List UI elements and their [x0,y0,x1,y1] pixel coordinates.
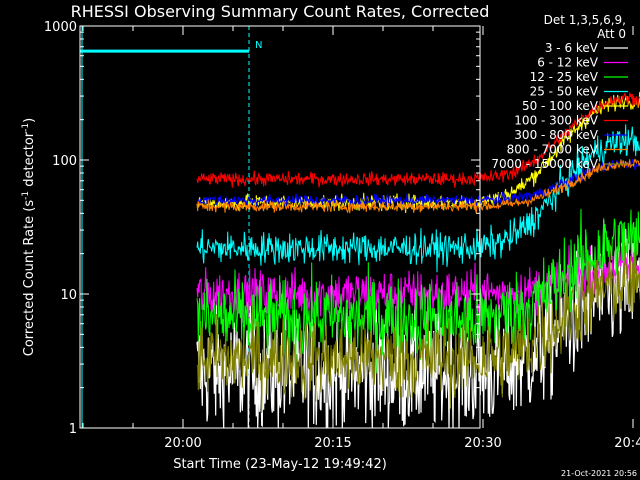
x-tick-label-2: 20:15 [314,436,351,451]
series-line-8 [196,158,640,214]
legend-label-7: 300 - 800 keV [514,128,598,142]
plot-frame [79,25,481,429]
legend-label-6: 100 - 300 keV [514,114,598,128]
x-axis-label: Start Time (23-May-12 19:49:42) [173,457,387,472]
y-axis-label: Corrected Count Rate (s-1 detector-1) [21,118,37,356]
y-tick-label-3: 100 [52,154,77,169]
legend-header-detectors: Det 1,3,5,6,9, [544,13,626,27]
x-tick-label-1: 20:00 [164,436,201,451]
legend-label-1: 3 - 6 keV [545,41,599,55]
x-tick-label-3: 20:30 [464,436,501,451]
y-tick-label-1: 1 [69,422,77,437]
y-label-mid: detector [22,131,37,191]
chart-title: RHESSI Observing Summary Count Rates, Co… [71,2,490,21]
series-line-2 [196,241,640,325]
legend-label-8: 800 - 7000 keV [507,143,599,157]
series-line-4 [196,124,640,273]
legend-header-attenuator: Att 0 [597,27,626,41]
legend-label-5: 50 - 100 keV [522,99,599,113]
legend-label-9: 7000 - 15000 keV [491,157,598,171]
y-label-main: Corrected Count Rate (s [22,200,37,357]
marker-label-N: N [255,40,262,51]
legend-label-3: 12 - 25 keV [530,70,599,84]
series-line-3 [196,208,640,374]
footer-timestamp: 21-Oct-2021 20:56 [561,469,637,478]
series-line-6 [196,92,640,188]
legend-label-4: 25 - 50 keV [530,85,599,99]
x-tick-label-4: 20:45 [614,436,640,451]
legend-label-2: 6 - 12 keV [537,56,599,70]
series-line-7 [196,159,640,208]
y-tick-label-2: 10 [60,288,77,303]
plot-area: NS [80,26,640,429]
series-line-9 [196,240,640,413]
y-label-sup1: -1 [21,191,31,200]
y-label-sup2: -1 [21,123,31,132]
y-label-end: ) [22,118,37,123]
y-tick-label-4: 1000 [44,20,77,35]
